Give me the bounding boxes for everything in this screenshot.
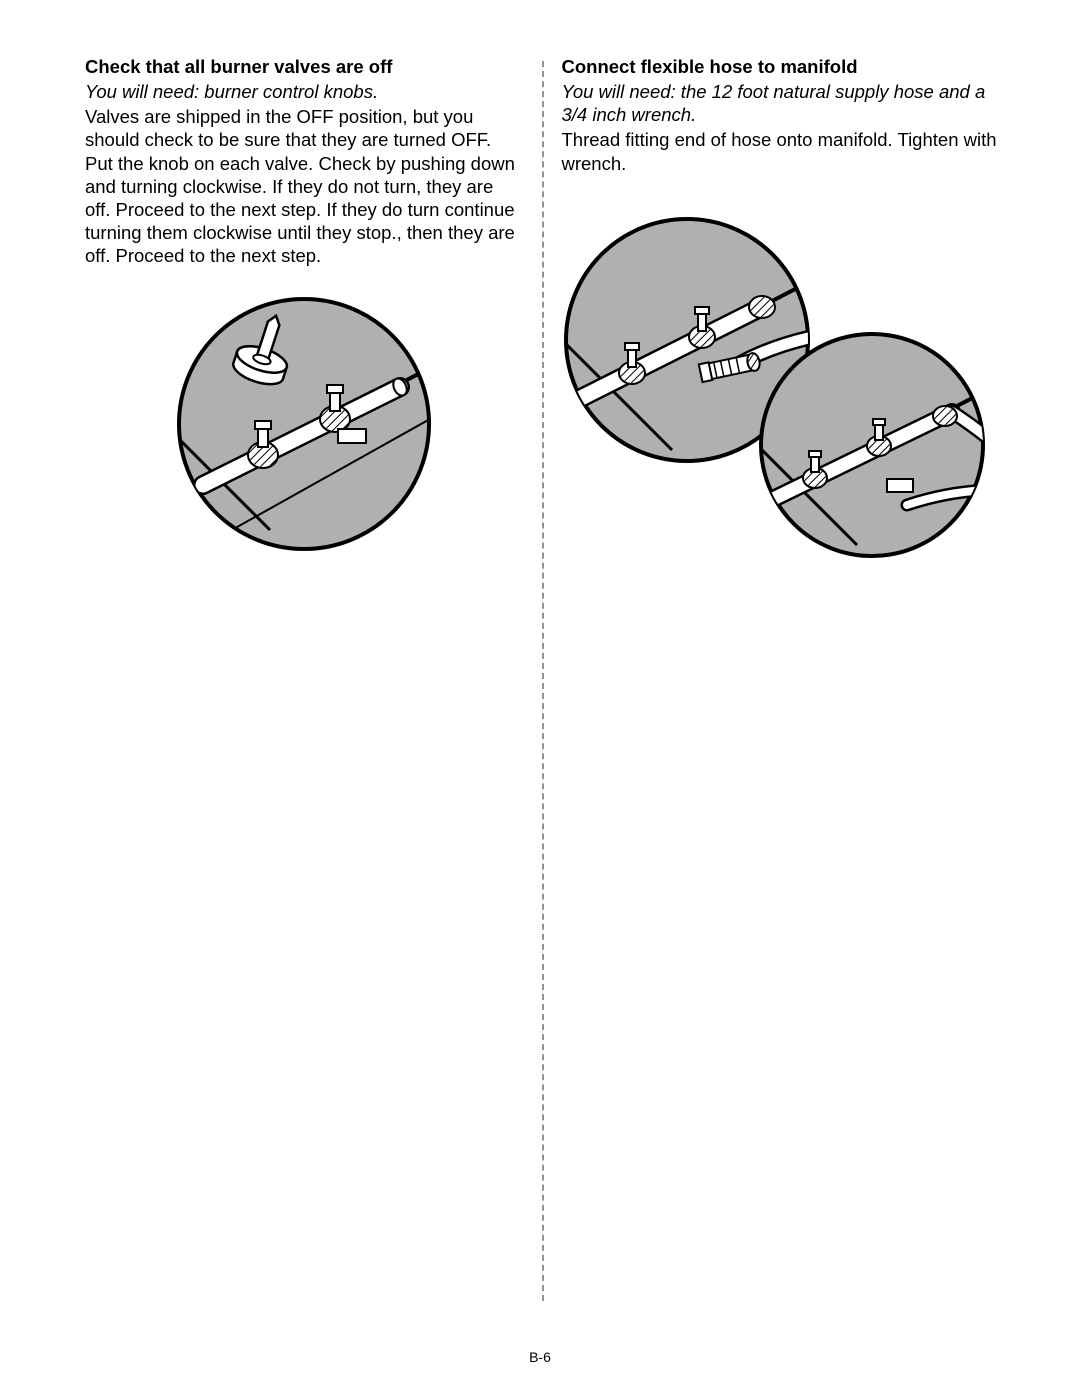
left-illustration (85, 295, 524, 553)
hose-manifold-diagram-2-icon (757, 330, 987, 560)
right-need: You will need: the 12 foot natural suppl… (562, 80, 1001, 126)
left-heading: Check that all burner valves are off (85, 55, 524, 78)
page-content: Check that all burner valves are off You… (0, 0, 1080, 1340)
right-column: Connect flexible hose to manifold You wi… (544, 55, 1001, 1300)
left-body: Valves are shipped in the OFF position, … (85, 105, 524, 267)
left-column: Check that all burner valves are off You… (85, 55, 542, 1300)
page-number: B-6 (0, 1349, 1080, 1365)
right-illustrations (562, 215, 1001, 575)
right-body: Thread fitting end of hose onto manifold… (562, 128, 1001, 174)
left-need: You will need: burner control knobs. (85, 80, 524, 103)
right-heading: Connect flexible hose to manifold (562, 55, 1001, 78)
burner-valve-diagram-icon (175, 295, 433, 553)
